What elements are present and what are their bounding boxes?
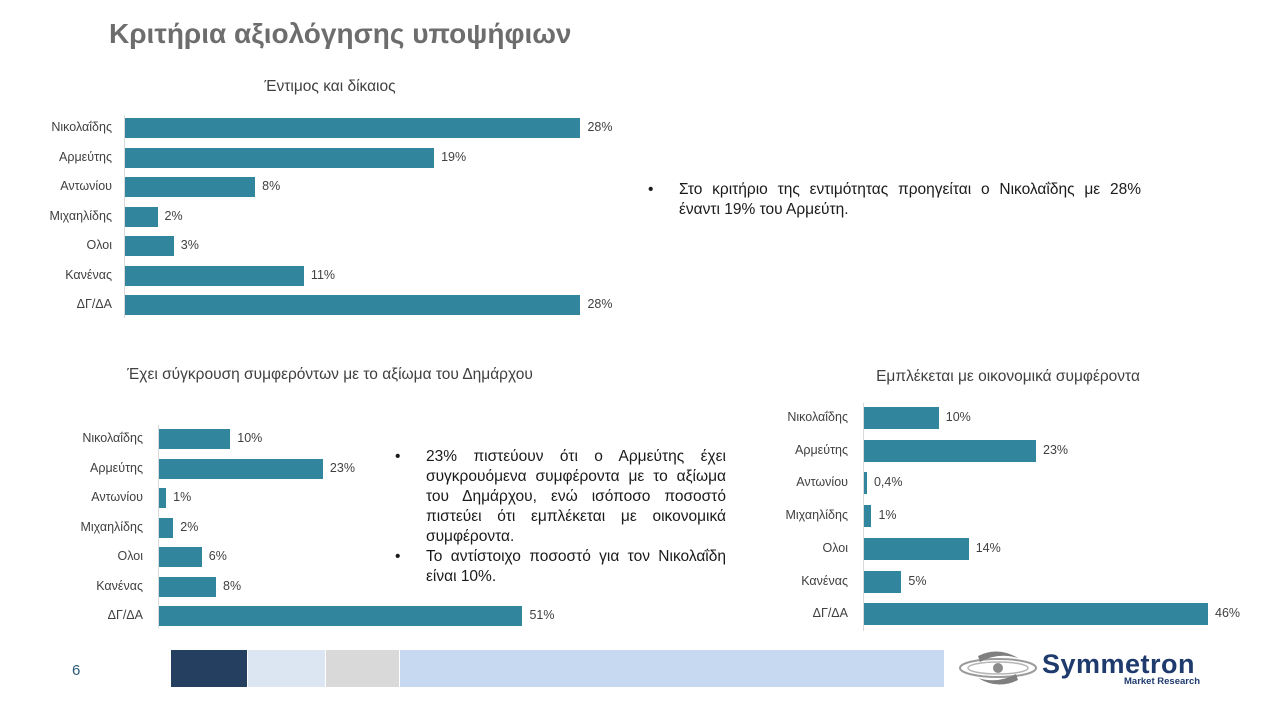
category-label: Κανένας [801, 573, 848, 588]
data-label: 0,4% [873, 475, 903, 490]
bar [864, 472, 867, 495]
footer-strip-dark [171, 650, 247, 687]
category-label: Αρμεύτης [59, 149, 112, 164]
note-item: Στο κριτήριο της εντιμότητας προηγείται … [648, 180, 1141, 220]
category-axis [158, 425, 159, 628]
logo-wordmark: Symmetron [1042, 649, 1196, 679]
footer-strip-light-blue [400, 650, 944, 687]
category-label: Μιχαηλίδης [80, 519, 143, 534]
bar [159, 517, 174, 538]
data-label: 8% [262, 179, 281, 193]
category-label: ΔΓ/ΔΑ [76, 297, 112, 311]
category-label: Αρμεύτης [90, 460, 143, 475]
data-label: 14% [975, 540, 1001, 555]
bar [159, 606, 523, 626]
note-item: Το αντίστοιχο ποσοστό για τον Νικολαΐδη … [395, 547, 726, 587]
bar [125, 265, 304, 286]
logo-subtitle: Market Research [1124, 676, 1201, 687]
footer-strip-pale [248, 650, 325, 687]
note-item: 23% πιστεύουν ότι ο Αρμεύτης έχει συγκρο… [395, 447, 726, 547]
data-label: 2% [164, 208, 183, 223]
data-label: 28% [587, 297, 613, 311]
data-label: 2% [180, 519, 199, 534]
bar [125, 295, 581, 315]
category-label: Αντωνίου [91, 490, 143, 504]
chart-title: Έχει σύγκρουση συμφερόντων με το αξίωμα … [127, 366, 533, 383]
bar [125, 147, 435, 168]
category-label: Νικολαΐδης [82, 431, 143, 445]
category-label: Αντωνίου [60, 179, 112, 193]
data-label: 23% [329, 460, 355, 475]
bar [864, 505, 872, 528]
bar [864, 570, 902, 593]
data-label: 19% [441, 149, 467, 164]
category-axis [863, 403, 864, 631]
category-label: ΔΓ/ΔΑ [812, 606, 848, 621]
bar [125, 118, 581, 138]
data-label: 1% [173, 490, 192, 504]
data-label: 3% [180, 238, 199, 252]
data-label: 11% [310, 267, 336, 282]
chart-conflict-of-interest: Έχει σύγκρουση συμφερόντων με το αξίωμα … [0, 0, 640, 640]
bar [159, 576, 217, 597]
symmetron-logo: Symmetron Market Research [958, 646, 1218, 690]
category-axis [124, 115, 125, 318]
category-label: Κανένας [65, 267, 112, 282]
category-label: Νικολαΐδης [787, 410, 848, 424]
bar [864, 439, 1036, 462]
data-label: 5% [908, 573, 927, 588]
category-label: Αρμεύτης [795, 442, 848, 457]
bar [125, 206, 158, 227]
bar [125, 177, 256, 197]
category-label: Μιχαηλίδης [49, 208, 112, 223]
chart-title: Εμπλέκεται με οικονομικά συμφέροντα [876, 368, 1140, 385]
data-label: 10% [237, 431, 263, 445]
data-label: 46% [1215, 606, 1241, 621]
bar [159, 547, 202, 567]
footer-strip-gray [326, 650, 399, 687]
category-label: Νικολαΐδης [51, 120, 112, 134]
data-label: 6% [208, 549, 227, 563]
category-label: Ολοι [117, 549, 143, 563]
data-label: 10% [945, 410, 971, 424]
category-label: Ολοι [822, 540, 848, 555]
bar [159, 488, 167, 508]
page-number: 6 [72, 662, 81, 679]
swirl-icon [959, 651, 1037, 685]
category-label: Μιχαηλίδης [785, 508, 848, 523]
category-label: Αντωνίου [796, 475, 848, 490]
bar [864, 407, 939, 429]
notes-honesty: Στο κριτήριο της εντιμότητας προηγείται … [648, 180, 1141, 220]
notes-conflict: 23% πιστεύουν ότι ο Αρμεύτης έχει συγκρο… [395, 447, 726, 587]
bar [159, 458, 323, 479]
category-label: Κανένας [96, 578, 143, 593]
bar [159, 429, 231, 449]
page-title: Κριτήρια αξιολόγησης υποψήφιων [109, 18, 572, 49]
data-label: 23% [1043, 442, 1069, 457]
chart-honest-fair: Έντιμος και δίκαιος Νικολαΐδης 28% Αρμεύτης… [0, 0, 640, 330]
category-label: Ολοι [86, 238, 112, 252]
category-label: ΔΓ/ΔΑ [107, 608, 143, 622]
data-label: 28% [587, 120, 613, 134]
data-label: 8% [223, 578, 242, 593]
bar [125, 236, 174, 256]
data-label: 51% [529, 608, 555, 622]
bar [864, 603, 1208, 626]
chart-title: Έντιμος και δίκαιος [264, 78, 396, 95]
bar [864, 537, 969, 560]
chart-economic-interests: Εμπλέκεται με οικονομικά συμφέροντα Νικολ… [785, 368, 1241, 631]
data-label: 1% [878, 508, 897, 523]
